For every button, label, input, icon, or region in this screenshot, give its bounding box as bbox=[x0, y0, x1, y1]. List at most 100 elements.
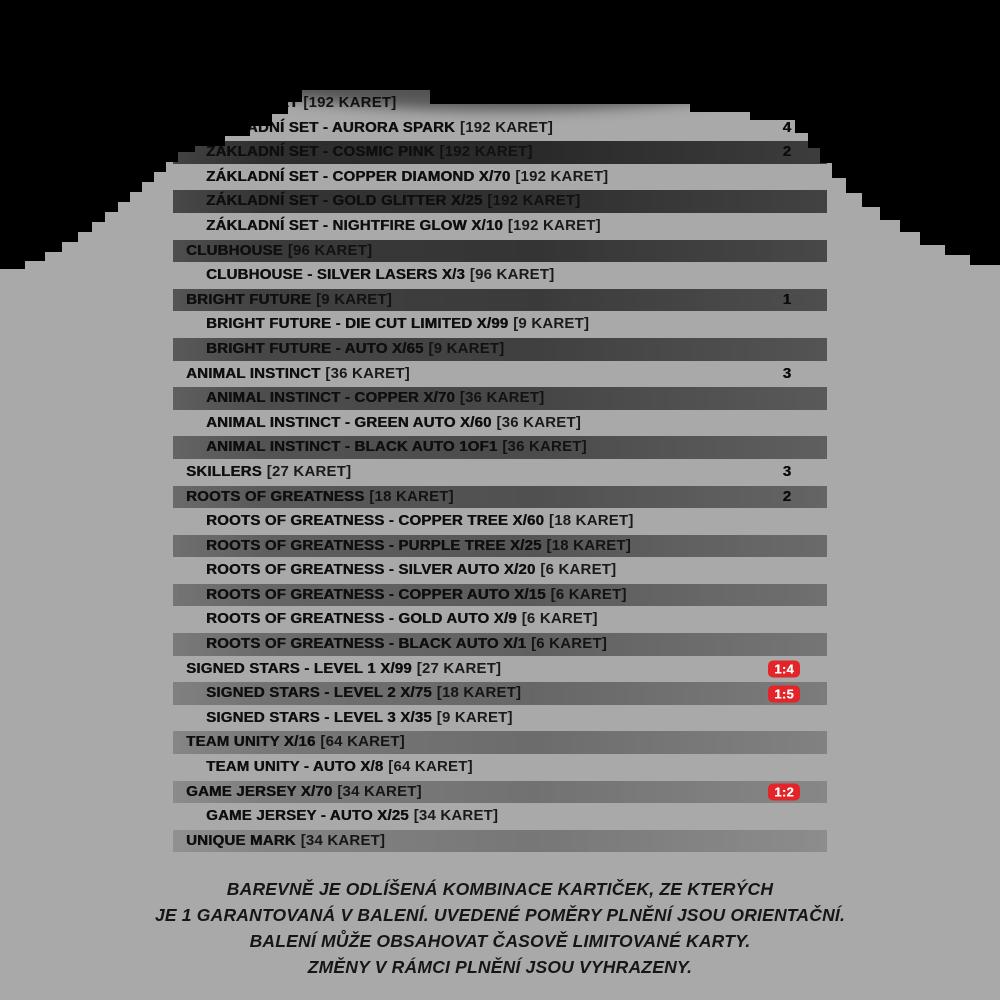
card-count: [18 KARET] bbox=[369, 487, 454, 505]
card-count: [27 KARET] bbox=[416, 659, 502, 677]
set-name: ROOTS OF GREATNESS - COPPER TREE X/60 bbox=[206, 512, 545, 530]
set-name: ROOTS OF GREATNESS - BLACK AUTO X/1 bbox=[206, 635, 527, 653]
set-name: GAME JERSEY X/70 bbox=[186, 782, 333, 800]
row-stripe bbox=[173, 731, 827, 755]
card-count: [192 KARET] bbox=[439, 143, 533, 161]
card-count: [36 KARET] bbox=[325, 364, 410, 382]
checklist-row: BRIGHT FUTURE [9 KARET] 1 bbox=[173, 288, 827, 313]
checklist-row: ROOTS OF GREATNESS - BLACK AUTO X/1 [6 KA… bbox=[173, 632, 827, 657]
checklist-row: ROOTS OF GREATNESS [18 KARET] 2 bbox=[173, 485, 827, 510]
card-count: [36 KARET] bbox=[502, 438, 587, 456]
checklist-row: ANIMAL INSTINCT - COPPER X/70 [36 KARET] bbox=[173, 386, 827, 411]
checklist-row: GAME JERSEY X/70 [34 KARET] 1:2 bbox=[173, 780, 827, 805]
row-stripe bbox=[173, 436, 827, 459]
ratio-badge: 1:5 bbox=[768, 685, 800, 703]
set-name: BRIGHT FUTURE - DIE CUT LIMITED X/99 bbox=[206, 315, 509, 333]
card-count: [36 KARET] bbox=[496, 413, 582, 431]
checklist-row: SIGNED STARS - LEVEL 1 X/99 [27 KARET] 1:… bbox=[173, 657, 827, 682]
row-stripe bbox=[173, 583, 827, 607]
set-name: ANIMAL INSTINCT - GREEN AUTO X/60 bbox=[206, 413, 492, 431]
row-stripe bbox=[173, 387, 827, 410]
set-name: ZÁKLADNÍ SET - NIGHTFIRE GLOW X/10 bbox=[206, 216, 503, 234]
set-name: ANIMAL INSTINCT bbox=[186, 364, 321, 382]
card-count: [192 KARET] bbox=[515, 167, 609, 185]
checklist-row: ROOTS OF GREATNESS - SILVER AUTO X/20 [6 … bbox=[173, 558, 827, 583]
card-count: [6 KARET] bbox=[550, 585, 627, 603]
checklist-row: ANIMAL INSTINCT - GREEN AUTO X/60 [36 KAR… bbox=[173, 411, 827, 436]
row-stripe bbox=[173, 534, 827, 558]
checklist-row: ROOTS OF GREATNESS - COPPER TREE X/60 [18… bbox=[173, 509, 827, 534]
set-name: GAME JERSEY - AUTO X/25 bbox=[206, 807, 409, 825]
checklist-row: ZÁKLADNÍ SET - COPPER DIAMOND X/70 [192 K… bbox=[173, 165, 827, 190]
footer-note: BAREVNĚ JE ODLÍŠENÁ KOMBINACE KARTIČEK, … bbox=[0, 876, 1000, 980]
checklist-row: BRIGHT FUTURE - DIE CUT LIMITED X/99 [9 K… bbox=[173, 312, 827, 337]
card-count: [9 KARET] bbox=[436, 708, 513, 726]
set-name: SIGNED STARS - LEVEL 1 X/99 bbox=[186, 659, 412, 677]
card-count: [64 KARET] bbox=[388, 758, 473, 776]
card-count: [64 KARET] bbox=[320, 733, 405, 751]
set-name: ROOTS OF GREATNESS bbox=[186, 487, 365, 505]
card-count: [192 KARET] bbox=[460, 118, 554, 136]
set-name: ANIMAL INSTINCT - BLACK AUTO 1OF1 bbox=[206, 438, 498, 456]
checklist-table: ZÁKLADNÍ SET [192 KARET] ZÁKLADNÍ SET - A… bbox=[173, 91, 827, 853]
set-name: CLUBHOUSE bbox=[186, 241, 283, 259]
set-name: ROOTS OF GREATNESS - SILVER AUTO X/20 bbox=[206, 561, 536, 579]
checklist-row: ANIMAL INSTINCT - BLACK AUTO 1OF1 [36 KAR… bbox=[173, 435, 827, 460]
guaranteed-number: 4 bbox=[782, 118, 791, 136]
guaranteed-number: 2 bbox=[782, 143, 791, 161]
row-stripe bbox=[173, 829, 827, 853]
card-count: [34 KARET] bbox=[300, 831, 386, 849]
checklist-row: CLUBHOUSE [96 KARET] bbox=[173, 239, 827, 264]
checklist-row: ROOTS OF GREATNESS - PURPLE TREE X/25 [18… bbox=[173, 534, 827, 559]
checklist-row: TEAM UNITY - AUTO X/8 [64 KARET] bbox=[173, 755, 827, 780]
set-name: BRIGHT FUTURE - AUTO X/65 bbox=[206, 339, 424, 357]
checklist-row: UNIQUE MARK [34 KARET] bbox=[173, 829, 827, 854]
card-count: [27 KARET] bbox=[266, 462, 352, 480]
checklist-row: SKILLERS [27 KARET] 3 bbox=[173, 460, 827, 485]
footer-line: JE 1 GARANTOVANÁ V BALENÍ. UVEDENÉ POMĚR… bbox=[154, 905, 846, 925]
checklist-row: GAME JERSEY - AUTO X/25 [34 KARET] bbox=[173, 804, 827, 829]
set-name: ROOTS OF GREATNESS - PURPLE TREE X/25 bbox=[206, 536, 542, 554]
card-count: [6 KARET] bbox=[521, 610, 598, 628]
set-name: ZÁKLADNÍ SET - AURORA SPARK bbox=[206, 118, 456, 136]
card-count: [18 KARET] bbox=[546, 536, 632, 554]
card-count: [192 KARET] bbox=[303, 94, 397, 111]
guaranteed-number: 3 bbox=[782, 462, 791, 480]
checklist-row: SIGNED STARS - LEVEL 2 X/75 [18 KARET] 1:… bbox=[173, 681, 827, 706]
set-name: SKILLERS bbox=[186, 462, 262, 480]
card-count: [96 KARET] bbox=[287, 241, 373, 259]
set-name: ZÁKLADNÍ SET - COSMIC PINK bbox=[206, 143, 435, 161]
checklist-row: BRIGHT FUTURE - AUTO X/65 [9 KARET] bbox=[173, 337, 827, 362]
set-name: ZÁKLADNÍ SET - COPPER DIAMOND X/70 bbox=[206, 167, 511, 185]
ratio-badge: 1:2 bbox=[768, 783, 800, 801]
card-count: [34 KARET] bbox=[413, 807, 499, 825]
card-count: [18 KARET] bbox=[549, 512, 634, 530]
ratio-badge: 1:4 bbox=[768, 660, 800, 678]
set-name: ANIMAL INSTINCT - COPPER X/70 bbox=[206, 389, 455, 407]
card-count: [192 KARET] bbox=[507, 216, 601, 234]
checklist-row: TEAM UNITY X/16 [64 KARET] bbox=[173, 730, 827, 755]
footer-line: ZMĚNY V RÁMCI PLNĚNÍ JSOU VYHRAZENY. bbox=[307, 957, 693, 977]
set-name: ROOTS OF GREATNESS - COPPER AUTO X/15 bbox=[206, 585, 546, 603]
checklist-row: CLUBHOUSE - SILVER LASERS X/3 [96 KARET] bbox=[173, 263, 827, 288]
card-count: [18 KARET] bbox=[436, 684, 522, 702]
set-name: ZÁKLADNÍ SET bbox=[186, 94, 299, 111]
checklist-row: ROOTS OF GREATNESS - GOLD AUTO X/9 [6 KAR… bbox=[173, 607, 827, 632]
guaranteed-number: 1 bbox=[782, 290, 791, 308]
row-stripe bbox=[173, 682, 827, 705]
card-count: [192 KARET] bbox=[487, 192, 581, 210]
card-count: [6 KARET] bbox=[540, 561, 617, 579]
card-count: [34 KARET] bbox=[337, 782, 422, 800]
set-name: SIGNED STARS - LEVEL 2 X/75 bbox=[206, 684, 432, 702]
card-count: [6 KARET] bbox=[531, 635, 608, 653]
checklist-row: ZÁKLADNÍ SET - AURORA SPARK [192 KARET] 4 bbox=[173, 116, 827, 141]
set-name: BRIGHT FUTURE bbox=[186, 290, 312, 308]
footer-line: BAREVNĚ JE ODLÍŠENÁ KOMBINACE KARTIČEK, … bbox=[226, 879, 774, 899]
footer-line: BALENÍ MŮŽE OBSAHOVAT ČASOVĚ LIMITOVANÉ … bbox=[249, 931, 751, 951]
set-name: CLUBHOUSE - SILVER LASERS X/3 bbox=[206, 266, 465, 284]
card-count: [9 KARET] bbox=[513, 315, 590, 333]
card-count: [9 KARET] bbox=[428, 339, 505, 357]
card-count: [9 KARET] bbox=[316, 290, 393, 308]
checklist-row: ZÁKLADNÍ SET [192 KARET] bbox=[173, 91, 827, 116]
